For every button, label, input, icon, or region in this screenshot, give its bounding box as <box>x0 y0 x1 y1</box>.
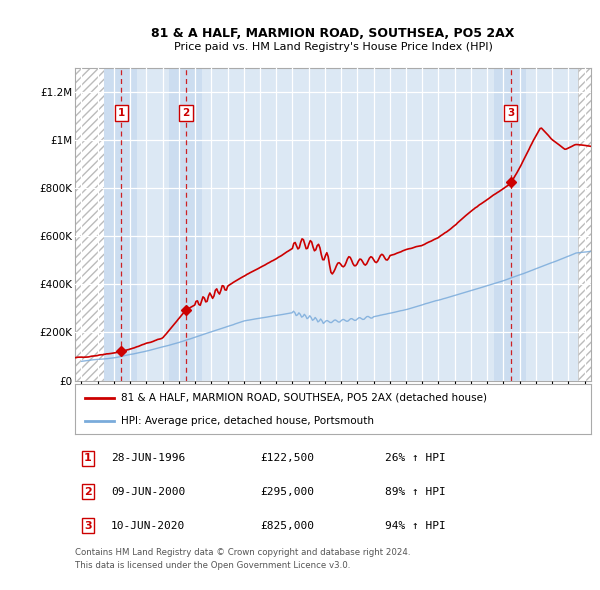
Text: 81 & A HALF, MARMION ROAD, SOUTHSEA, PO5 2AX: 81 & A HALF, MARMION ROAD, SOUTHSEA, PO5… <box>151 27 515 40</box>
Text: 81 & A HALF, MARMION ROAD, SOUTHSEA, PO5 2AX (detached house): 81 & A HALF, MARMION ROAD, SOUTHSEA, PO5… <box>121 392 487 402</box>
Text: 26% ↑ HPI: 26% ↑ HPI <box>385 453 445 463</box>
Text: 09-JUN-2000: 09-JUN-2000 <box>111 487 185 497</box>
Text: 89% ↑ HPI: 89% ↑ HPI <box>385 487 445 497</box>
Text: HPI: Average price, detached house, Portsmouth: HPI: Average price, detached house, Port… <box>121 416 374 426</box>
Text: 1: 1 <box>84 453 92 463</box>
Text: 3: 3 <box>84 520 92 530</box>
Bar <box>75 68 104 381</box>
Text: 94% ↑ HPI: 94% ↑ HPI <box>385 520 445 530</box>
Text: 2: 2 <box>84 487 92 497</box>
Text: £295,000: £295,000 <box>261 487 315 497</box>
Text: Price paid vs. HM Land Registry's House Price Index (HPI): Price paid vs. HM Land Registry's House … <box>173 42 493 53</box>
Text: 1: 1 <box>118 108 125 118</box>
Bar <box>578 68 591 381</box>
Text: £122,500: £122,500 <box>261 453 315 463</box>
Bar <box>169 68 202 381</box>
Bar <box>104 68 137 381</box>
Text: 3: 3 <box>507 108 514 118</box>
Text: This data is licensed under the Open Government Licence v3.0.: This data is licensed under the Open Gov… <box>75 560 350 569</box>
Text: £825,000: £825,000 <box>261 520 315 530</box>
Text: 10-JUN-2020: 10-JUN-2020 <box>111 520 185 530</box>
Bar <box>75 68 104 381</box>
Text: Contains HM Land Registry data © Crown copyright and database right 2024.: Contains HM Land Registry data © Crown c… <box>75 548 410 556</box>
Text: 28-JUN-1996: 28-JUN-1996 <box>111 453 185 463</box>
Bar <box>578 68 591 381</box>
Bar <box>494 68 526 381</box>
Text: 2: 2 <box>182 108 190 118</box>
